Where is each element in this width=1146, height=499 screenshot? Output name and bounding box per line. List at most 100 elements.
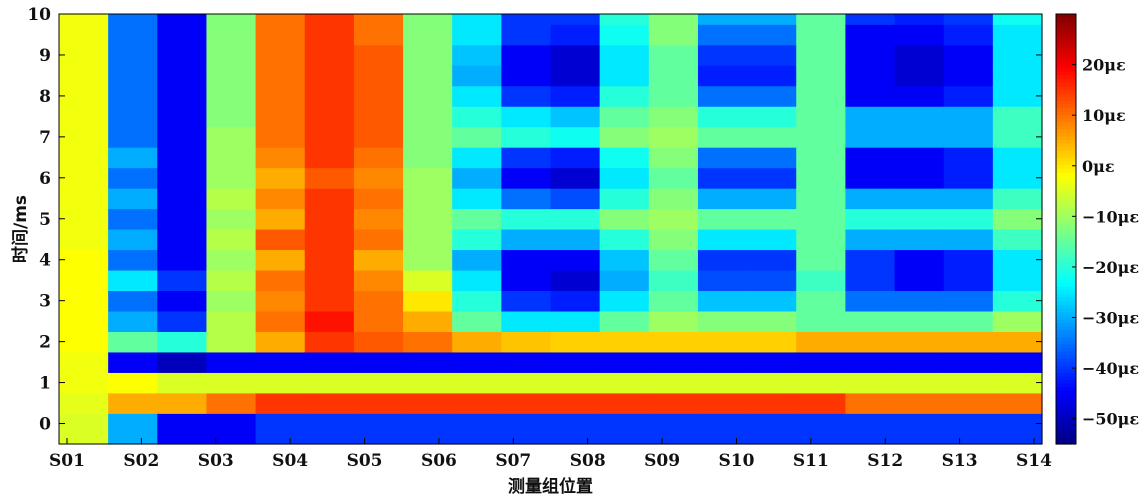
heatmap-cell [157,126,208,148]
colorbar-swatch [1056,279,1076,284]
heatmap-cell [992,44,1043,66]
heatmap-cell [353,392,404,414]
colorbar-swatch [1056,368,1076,373]
heatmap-cell [845,290,896,312]
heatmap-cell [796,106,846,128]
heatmap-cell [501,413,552,445]
heatmap-cell [550,310,601,332]
heatmap-cell [943,147,994,169]
heatmap-cell [648,229,699,251]
heatmap-cell [894,167,945,189]
heatmap-cell [992,85,1043,107]
heatmap-cell [304,372,355,394]
heatmap-cell [304,249,355,271]
colorbar-swatch [1056,78,1076,83]
heatmap-cell [59,24,109,46]
colorbar-swatch [1056,286,1076,291]
heatmap-cell [697,126,748,148]
heatmap-cell [304,269,355,292]
heatmap-cell [747,126,797,148]
heatmap-cell [894,147,945,169]
heatmap-cell [845,85,896,107]
heatmap-cell [403,24,453,46]
heatmap-cell [894,249,945,271]
heatmap-cell [648,65,699,87]
heatmap-cell [108,331,158,353]
heatmap-cell [206,85,257,107]
x-tick-label: S08 [570,451,606,471]
heatmap-cell [894,85,945,107]
x-tick-label: S13 [942,451,978,471]
heatmap-cell [304,24,355,46]
heatmap-cell [403,351,453,373]
heatmap-cell [796,167,846,189]
colorbar-swatch [1056,28,1076,33]
heatmap-cell [550,208,601,230]
heatmap-cell [501,249,552,271]
heatmap-cell [747,269,797,292]
heatmap-cell [353,351,404,373]
heatmap-cell [845,65,896,87]
heatmap-cell [452,24,502,46]
colorbar-swatch [1056,211,1076,216]
heatmap-cell [796,208,846,230]
colorbar-swatch [1056,103,1076,108]
heatmap-cell [403,372,453,394]
heatmap-cell [108,269,158,292]
heatmap-cell [550,249,601,271]
heatmap-cell [648,85,699,107]
heatmap-cell [747,392,797,414]
heatmap-cell [648,188,699,210]
colorbar-swatch [1056,239,1076,244]
colorbar-swatch [1056,107,1076,112]
colorbar-swatch [1056,143,1076,148]
colorbar-swatch [1056,329,1076,334]
heatmap-cell [599,147,650,169]
colorbar-swatch [1056,53,1076,58]
heatmap-cell [599,167,650,189]
colorbar-swatch [1056,350,1076,356]
heatmap-cell [747,229,797,251]
heatmap-cell [845,126,896,148]
heatmap-cell [501,188,552,210]
heatmap-cell [747,310,797,332]
heatmap-cell [255,24,306,46]
heatmap-cell [747,413,797,445]
heatmap-cell [648,14,699,25]
colorbar-swatch [1056,46,1076,51]
heatmap-cell [697,229,748,251]
heatmap-cell [697,351,748,373]
heatmap-cell [599,392,650,414]
colorbar-swatch [1056,96,1076,101]
heatmap-cell [452,392,502,414]
heatmap-cell [894,351,945,373]
colorbar-swatch [1056,318,1076,323]
heatmap-cell [894,331,945,353]
heatmap-cell [599,44,650,66]
heatmap-cell [452,65,502,87]
heatmap-cell [59,351,109,373]
heatmap-cell [353,24,404,46]
heatmap-cell [403,269,453,292]
heatmap-cell [599,208,650,230]
colorbar-swatch [1056,361,1076,366]
heatmap-cell [796,351,846,373]
heatmap-cell [353,106,404,128]
heatmap-cell [108,106,158,128]
heatmap-cell [747,188,797,210]
heatmap-cell [157,14,208,25]
heatmap-cell [304,147,355,169]
colorbar-swatch [1056,236,1076,241]
heatmap-cell [353,14,404,25]
colorbar-swatch [1056,21,1076,26]
heatmap-cell [845,229,896,251]
heatmap-cell [353,147,404,169]
heatmap-cell [845,351,896,373]
heatmap-cell [992,188,1043,210]
heatmap-cell [304,290,355,312]
heatmap-cell [894,65,945,87]
heatmap-cell [304,392,355,414]
heatmap-cell [648,126,699,148]
colorbar-swatch [1056,121,1076,126]
heatmap-cell [353,290,404,312]
